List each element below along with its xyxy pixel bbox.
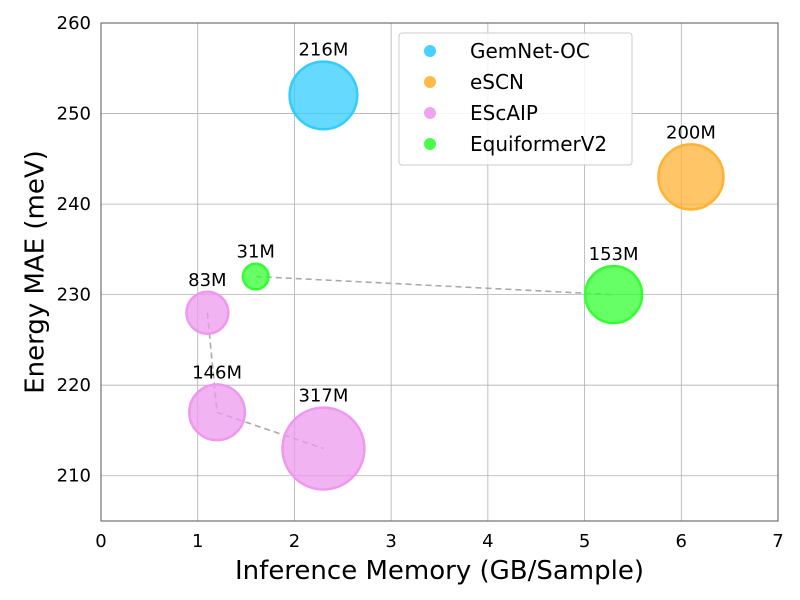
escaip-point-317m	[281, 406, 366, 491]
escn-point-200m	[657, 143, 725, 211]
legend-marker-gemnet-oc	[424, 45, 436, 57]
gemnet-oc-point-216m	[288, 60, 359, 131]
x-tick-label: 5	[579, 531, 590, 552]
legend-label-escaip: EScAIP	[470, 101, 538, 125]
legend-marker-equiformerv2	[424, 138, 436, 150]
x-tick-label: 0	[95, 531, 106, 552]
equiformerv2-point-153m	[583, 264, 644, 325]
y-tick-label: 210	[57, 466, 91, 487]
y-tick-label: 240	[57, 194, 91, 215]
y-tick-label: 250	[57, 104, 91, 125]
point-label-153m: 153M	[589, 244, 639, 265]
equiformerv2-point-31m	[241, 262, 270, 291]
legend-marker-escaip	[424, 107, 436, 119]
plot-frame	[100, 22, 779, 522]
tick-labels: 0 1 2 3 4 5 6 7 210 220 230 240 250 260	[57, 13, 784, 552]
legend-marker-escn	[424, 76, 436, 88]
point-label-216m: 216M	[298, 40, 348, 61]
x-tick-label: 7	[772, 531, 783, 552]
data-points	[185, 60, 725, 491]
point-label-146m: 146M	[192, 363, 242, 384]
y-tick-label: 230	[57, 285, 91, 306]
legend-box	[398, 32, 633, 166]
legend-label-escn: eSCN	[470, 70, 524, 94]
escaip-point-146m	[188, 383, 247, 442]
connector-lines	[206, 275, 614, 450]
x-tick-label: 1	[192, 531, 203, 552]
point-labels: 216M 200M 83M 146M 317M 31M 153M	[188, 40, 716, 407]
x-axis-label: Inference Memory (GB/Sample)	[235, 556, 644, 586]
point-label-83m: 83M	[188, 270, 226, 291]
point-label-200m: 200M	[666, 122, 716, 143]
y-tick-label: 220	[57, 375, 91, 396]
legend: GemNet-OC eSCN EScAIP EquiformerV2	[398, 32, 633, 166]
x-tick-label: 3	[385, 531, 396, 552]
equiformerv2-connector-line	[255, 275, 614, 296]
x-tick-label: 6	[676, 531, 687, 552]
y-tick-label: 260	[57, 13, 91, 34]
point-label-317m: 317M	[298, 386, 348, 407]
x-tick-label: 4	[482, 531, 493, 552]
legend-label-gemnet-oc: GemNet-OC	[470, 39, 590, 63]
y-axis-label: Energy MAE (meV)	[21, 150, 51, 394]
escaip-point-83m	[185, 290, 230, 335]
legend-label-equiformerv2: EquiformerV2	[470, 132, 607, 156]
point-label-31m: 31M	[237, 242, 275, 263]
x-tick-label: 2	[289, 531, 300, 552]
